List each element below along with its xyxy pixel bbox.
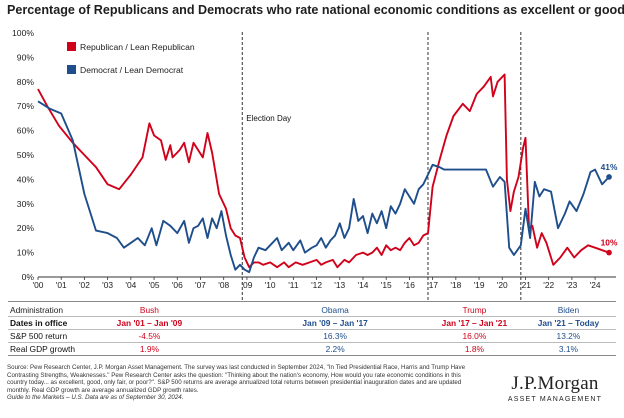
x-tick-label: '20 (497, 280, 508, 290)
x-tick-label: '03 (102, 280, 113, 290)
row-label-sp500: S&P 500 return (10, 331, 68, 341)
x-tick-label: '05 (149, 280, 160, 290)
y-tick-label: 90% (17, 52, 35, 62)
logo-subtitle: ASSET MANAGEMENT (507, 396, 603, 403)
x-tick-label: '23 (566, 280, 577, 290)
x-tick-label: '04 (125, 280, 136, 290)
x-tick-label: '22 (543, 280, 554, 290)
table-bottom-rule (8, 355, 616, 356)
x-tick-label: '00 (33, 280, 44, 290)
x-tick-label: '08 (218, 280, 229, 290)
y-tick-label: 0% (22, 272, 35, 282)
table-rule (8, 316, 616, 317)
y-tick-label: 70% (17, 101, 35, 111)
row-label-gdp: Real GDP growth (10, 344, 76, 354)
table-rule (8, 342, 616, 343)
x-tick-label: '17 (427, 280, 438, 290)
x-tick-label: '12 (311, 280, 322, 290)
y-tick-label: 30% (17, 199, 35, 209)
y-tick-label: 80% (17, 77, 35, 87)
source-text: Source: Pew Research Center, J.P. Morgan… (7, 364, 466, 394)
republican-end-marker (606, 249, 612, 256)
x-tick-label: '24 (590, 280, 601, 290)
y-tick-label: 20% (17, 223, 35, 233)
guide-text: Guide to the Markets – U.S. Data are as … (7, 394, 184, 402)
line-chart: 0% 10% 20% 30% 40% 50% 60% 70% 80% 90% 100% '00 '01 '… (12, 28, 618, 300)
table-cell-gdp: 2.2% (325, 344, 345, 354)
legend-swatch-democrat (67, 65, 76, 74)
x-tick-label: '14 (358, 280, 369, 290)
x-tick-label: '21 (520, 280, 531, 290)
chart-title: Percentage of Republicans and Democrats … (7, 3, 624, 17)
table-cell-sp500: 13.2% (556, 331, 581, 341)
y-tick-label: 60% (17, 126, 35, 136)
row-label-dates: Dates in office (10, 318, 68, 328)
x-tick-label: '11 (288, 280, 299, 290)
jpmorgan-logo: J.P.Morgan ASSET MANAGEMENT (496, 373, 614, 403)
y-tick-label: 10% (17, 248, 35, 258)
y-tick-label: 40% (17, 174, 35, 184)
x-tick-label: '18 (450, 280, 461, 290)
table-cell-gdp: 1.8% (464, 344, 484, 354)
table-cell-dates: Jan '09 – Jan '17 (302, 318, 368, 328)
y-tick-label: 100% (12, 28, 34, 38)
legend-label-democrat: Democrat / Lean Democrat (80, 65, 184, 75)
republican-series-line (37, 73, 610, 269)
democrat-end-label: 41% (601, 162, 618, 172)
republican-end-label: 10% (601, 238, 618, 248)
table-cell-dates: Jan '17 – Jan '21 (441, 318, 508, 328)
table-cell-gdp: 1.9% (139, 344, 159, 354)
democrat-series-line (37, 100, 610, 274)
x-tick-label: '15 (381, 280, 392, 290)
source-note: Source: Pew Research Center, J.P. Morgan… (7, 364, 477, 402)
x-tick-label: '01 (56, 280, 67, 290)
table-cell-administration: Obama (321, 305, 349, 315)
x-tick-label: '06 (172, 280, 183, 290)
logo-name: J.P.Morgan (511, 373, 599, 394)
legend-label-republican: Republican / Lean Republican (80, 42, 195, 52)
table-cell-sp500: 16.0% (462, 331, 487, 341)
x-tick-label: '10 (265, 280, 276, 290)
table-cell-administration: Biden (557, 305, 580, 315)
table-cell-gdp: 3.1% (558, 344, 578, 354)
table-cell-dates: Jan '01 – Jan '09 (116, 318, 183, 328)
row-label-administration: Administration (10, 305, 64, 315)
table-cell-sp500: -4.5% (138, 331, 161, 341)
x-tick-label: '13 (334, 280, 345, 290)
table-cell-administration: Bush (139, 305, 159, 315)
table-cell-administration: Trump (462, 305, 487, 315)
x-tick-label: '02 (79, 280, 90, 290)
x-tick-label: '19 (474, 280, 485, 290)
table-cell-dates: Jan '21 – Today (537, 318, 600, 328)
x-tick-label: '16 (404, 280, 415, 290)
election-day-annotation: Election Day (246, 114, 291, 123)
legend-swatch-republican (67, 42, 76, 51)
table-rule (8, 329, 616, 330)
x-tick-label: '09 (241, 280, 252, 290)
y-tick-label: 50% (17, 150, 35, 160)
table-cell-sp500: 16.3% (323, 331, 347, 341)
x-tick-label: '07 (195, 280, 206, 290)
table-top-rule (8, 301, 616, 302)
democrat-end-marker (606, 174, 612, 180)
